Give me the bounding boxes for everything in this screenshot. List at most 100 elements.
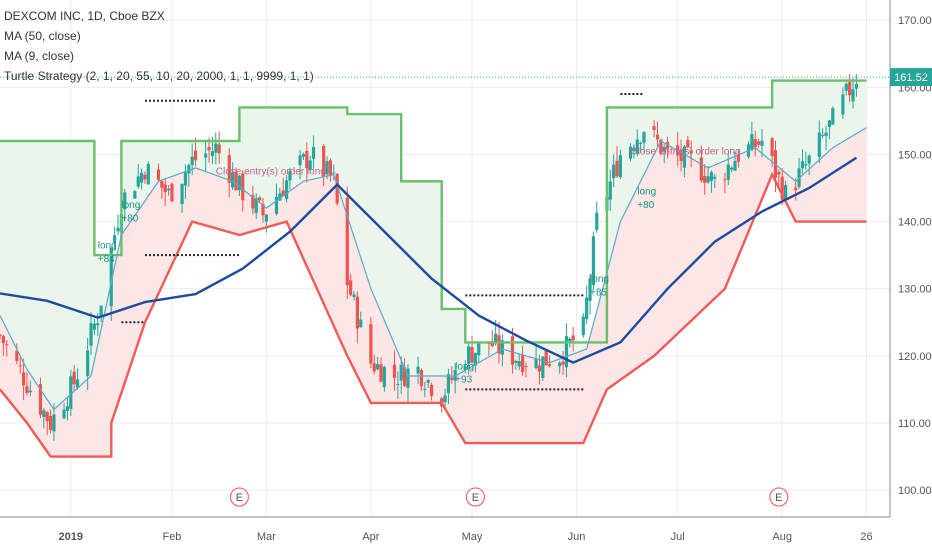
candle-body (298, 155, 302, 166)
candle-body (419, 370, 424, 387)
candle-body (308, 160, 312, 171)
candle-body (804, 164, 808, 166)
candle-body (65, 406, 70, 411)
earnings-label: E (236, 492, 243, 504)
earnings-marker (769, 487, 789, 507)
last-price-badge (890, 68, 932, 87)
candle-body (52, 414, 56, 432)
candle-body (62, 409, 66, 419)
candle-body (477, 342, 481, 356)
candle-body (632, 148, 636, 152)
candle-body (284, 180, 289, 200)
candle-body (652, 126, 656, 130)
chart-legend: DEXCOM INC, 1D, Cboe BZX MA (50, close) … (4, 6, 314, 86)
candle-body (301, 153, 306, 157)
candle-body (210, 151, 215, 157)
candle-body (48, 416, 53, 431)
candle-body (821, 134, 825, 136)
candle-body (854, 84, 858, 89)
trade-label: +85 (590, 287, 607, 298)
legend-strategy: Turtle Strategy (2, 1, 20, 55, 10, 20, 2… (4, 69, 314, 83)
x-tick-label: Feb (162, 531, 181, 543)
candle-body (96, 323, 100, 326)
candle-body (140, 172, 144, 183)
candle-body (214, 143, 218, 153)
candle-body (723, 179, 727, 181)
candle-body (170, 183, 174, 202)
candle-body (274, 196, 279, 214)
candle-body (841, 94, 845, 115)
candle-body (0, 334, 2, 336)
x-tick-label: Aug (772, 531, 792, 543)
candle-body (156, 169, 161, 180)
lower-channel-line (0, 171, 867, 458)
candle-body (332, 172, 336, 174)
candle-body (237, 175, 241, 191)
candle-body (517, 360, 521, 367)
candle-body (241, 173, 245, 201)
candle-body (662, 146, 666, 152)
candle-body (703, 175, 707, 183)
candle-body (99, 305, 103, 318)
candle-body (369, 324, 373, 364)
candle-body (446, 374, 451, 394)
candle-body (635, 139, 639, 154)
candle-body (69, 376, 73, 409)
candle-body (585, 297, 589, 320)
candle-body (328, 160, 333, 176)
candle-body (736, 155, 740, 162)
trade-label: +80 (637, 200, 654, 211)
candle-body (392, 364, 397, 378)
candle-body (537, 365, 542, 372)
candle-body (514, 360, 518, 363)
candle-body (851, 89, 855, 102)
candle-body (258, 197, 262, 201)
y-tick-label: 110.00 (898, 418, 931, 430)
candle-body (42, 410, 46, 417)
candle-body (1, 335, 5, 344)
candle-body (143, 174, 147, 180)
candle-body (231, 172, 235, 188)
candle-body (399, 364, 403, 381)
candle-body (639, 142, 643, 145)
candle-body (123, 192, 127, 210)
candle-body (561, 361, 565, 365)
y-tick-label: 120.00 (898, 351, 932, 363)
candle-body (783, 184, 788, 199)
candle-body (800, 161, 805, 169)
candle-body (406, 368, 410, 388)
channel-fills (0, 80, 867, 457)
candle-body (443, 395, 447, 403)
candle-body (227, 155, 231, 183)
earnings-label: E (472, 492, 479, 504)
candle-body (86, 350, 90, 376)
candle-body (113, 235, 117, 244)
candle-body (217, 144, 221, 154)
trade-label: Close entry(s) order long (216, 167, 326, 178)
candle-body (45, 412, 49, 422)
candle-body (558, 362, 562, 367)
trade-label: long (455, 361, 474, 372)
candle-body (618, 155, 622, 178)
candle-body (689, 150, 693, 154)
candle-body (524, 366, 528, 368)
candle-body (5, 344, 9, 346)
candle-body (450, 377, 454, 380)
candle-body (193, 150, 198, 161)
upper-channel-fill (0, 80, 867, 410)
candle-body (817, 132, 821, 157)
ma50-line (0, 156, 858, 364)
candle-body (187, 165, 191, 174)
candle-body (595, 212, 599, 230)
candle-body (352, 294, 356, 297)
candle-body (581, 316, 585, 336)
candle-body (355, 296, 359, 329)
candle-body (402, 367, 407, 387)
x-tick-label: 26 (860, 531, 872, 543)
candle-body (757, 141, 761, 145)
candle-body (824, 132, 828, 137)
candle-body (655, 134, 660, 140)
candle-body (234, 171, 238, 191)
candle-body (251, 194, 255, 209)
